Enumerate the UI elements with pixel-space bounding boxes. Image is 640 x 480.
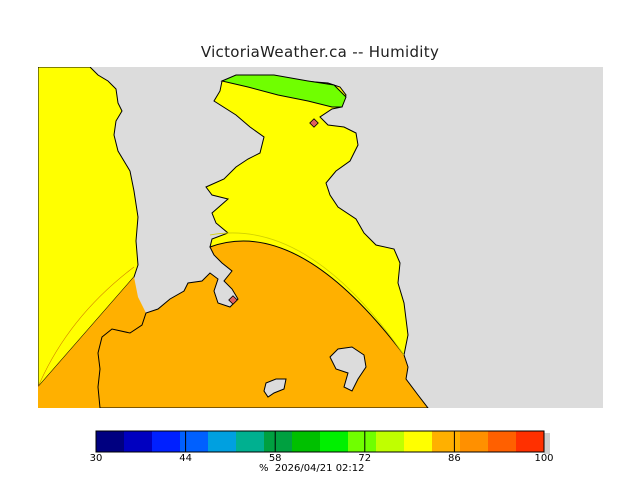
legend-swatch [96,431,125,452]
legend-footer: % 2026/04/21 02:12 [259,463,365,474]
timestamp: 2026/04/21 02:12 [274,463,365,474]
station-marker-south [228,295,238,305]
legend-swatch [544,431,545,452]
legend-swatch [404,431,433,452]
legend-swatch [124,431,153,452]
legend-swatch [320,431,349,452]
legend-outline [95,430,545,453]
station-marker-north [309,118,319,128]
legend-swatch [264,431,293,452]
humidity-zone-yellow-island [205,76,409,356]
island-small-2 [263,378,287,398]
legend-swatch [516,431,545,452]
humidity-zone-yellow-west [38,67,139,388]
legend-swatch [432,431,461,452]
legend-tick-label: 72 [358,453,372,464]
humidity-map [38,67,603,408]
humidity-boundary-west [38,266,135,388]
humidity-boundary-island [209,232,405,356]
legend-swatch [180,431,209,452]
legend-swatch [208,431,237,452]
legend-tick-label: 44 [179,453,192,464]
island-small-1 [329,346,367,392]
legend-swatch [348,431,377,452]
legend-tick-label: 100 [534,453,554,464]
legend-swatch [460,431,489,452]
legend-swatch [376,431,405,452]
chart-title: VictoriaWeather.ca -- Humidity [200,43,440,61]
humidity-zone-orange-west [38,277,146,408]
legend-tick-label: 30 [89,453,103,464]
legend-swatch [488,431,517,452]
legend-tick-label: 58 [268,453,282,464]
legend-swatch [292,431,321,452]
legend-swatch [236,431,265,452]
legend-swatch [152,431,181,452]
humidity-zone-green [220,74,347,108]
legend-tick-label: 86 [448,453,461,464]
unit-label: % [259,463,269,474]
legend-shadow [544,433,550,454]
